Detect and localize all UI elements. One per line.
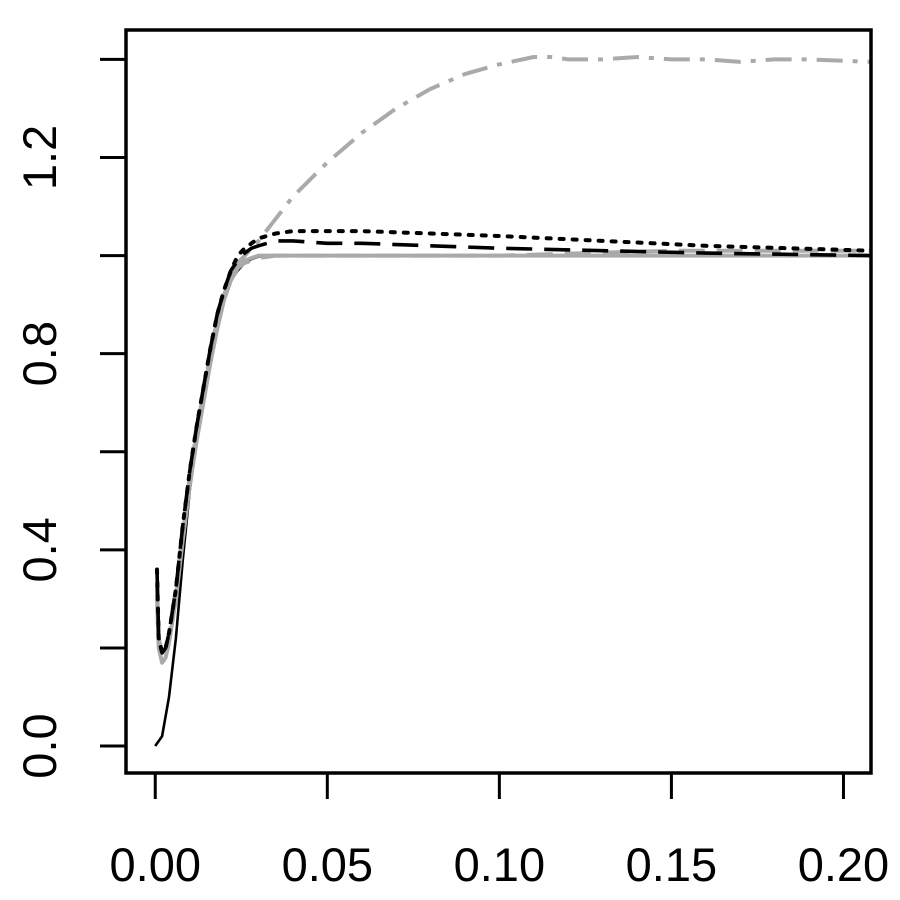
series-line-1: [154, 254, 871, 747]
axes: 0.00 0.05 0.10 0.15 0.20 0.0 0.4 0.8 1.2: [13, 57, 889, 891]
y-tick-label: 0.8: [13, 321, 66, 386]
y-tick-label: 0.0: [13, 713, 66, 778]
x-tick-label: 0.15: [626, 838, 717, 891]
series-line-4: [155, 55, 872, 655]
series-line-2: [155, 253, 871, 665]
series-line-3: [155, 248, 871, 660]
x-tick-label: 0.20: [798, 838, 889, 891]
x-tick-label: 0.10: [454, 838, 545, 891]
plot-frame: [124, 28, 873, 775]
series-layer: [154, 55, 873, 747]
x-tick-label: 0.05: [282, 838, 373, 891]
y-tick-label: 1.2: [13, 125, 66, 190]
y-tick-label: 0.4: [13, 517, 66, 582]
series-line-6: [155, 229, 873, 655]
series-line-5: [155, 239, 872, 655]
x-tick-label: 0.00: [110, 838, 201, 891]
